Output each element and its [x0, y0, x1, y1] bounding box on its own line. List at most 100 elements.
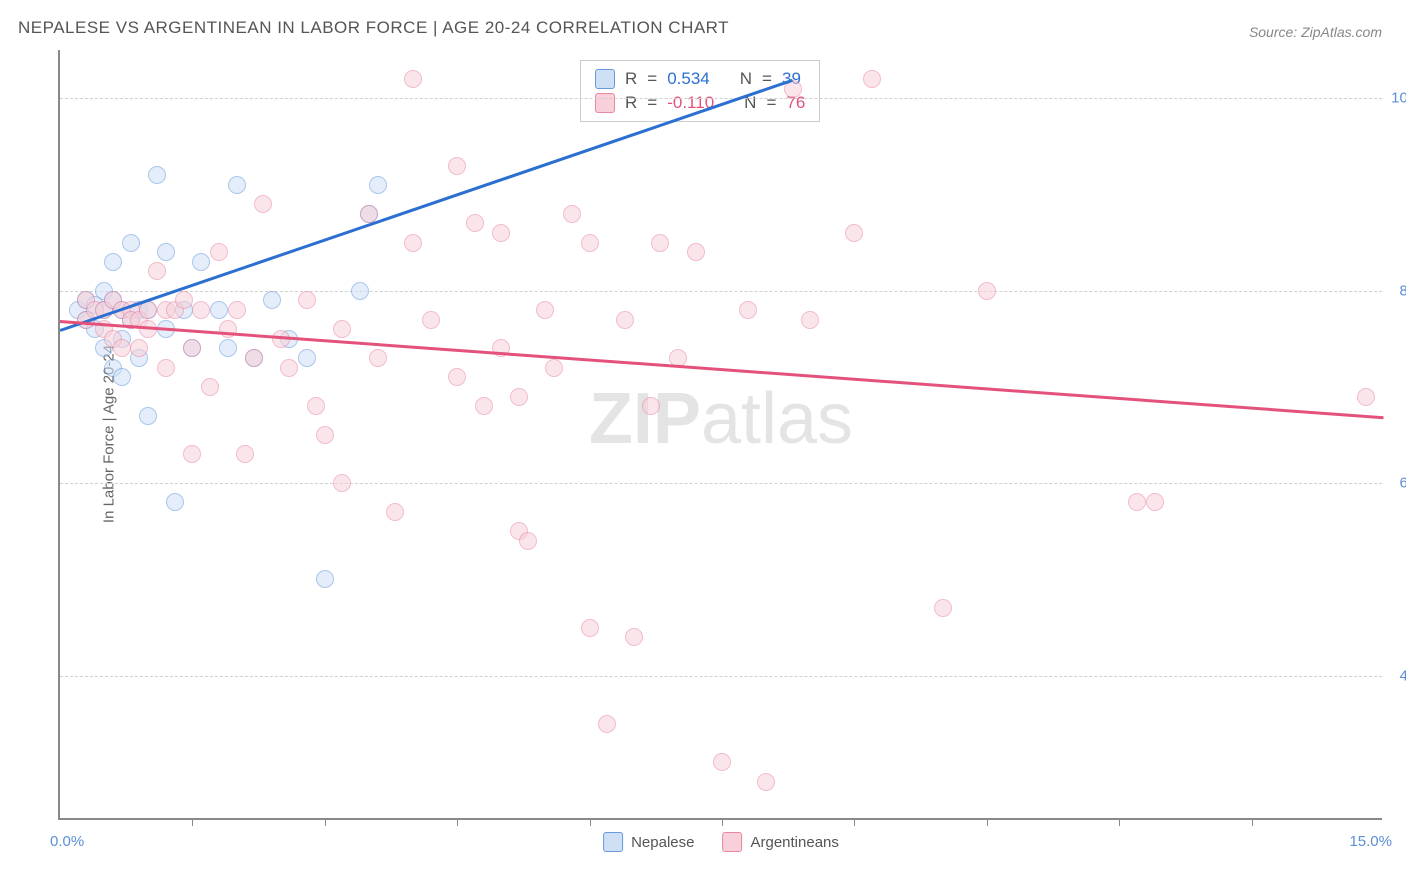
chart-container: NEPALESE VS ARGENTINEAN IN LABOR FORCE |… [0, 0, 1406, 892]
x-tick [192, 818, 193, 826]
x-tick [325, 818, 326, 826]
data-point [545, 359, 563, 377]
x-tick [854, 818, 855, 826]
x-tick [722, 818, 723, 826]
data-point [298, 291, 316, 309]
data-point [581, 234, 599, 252]
eq-label-3: = [647, 93, 657, 113]
plot-area: In Labor Force | Age 20-24 ZIPatlas 0.0%… [58, 50, 1382, 820]
data-point [148, 262, 166, 280]
data-point [448, 157, 466, 175]
data-point [298, 349, 316, 367]
x-axis-max-label: 15.0% [1349, 833, 1392, 850]
data-point [333, 474, 351, 492]
data-point [1128, 493, 1146, 511]
legend: Nepalese Argentineans [603, 832, 839, 852]
watermark-bold: ZIP [589, 379, 701, 459]
data-point [625, 628, 643, 646]
data-point [157, 243, 175, 261]
data-point [166, 493, 184, 511]
data-point [316, 570, 334, 588]
data-point [801, 311, 819, 329]
watermark: ZIPatlas [589, 378, 853, 460]
gridline [60, 676, 1382, 677]
r-value-nepalese: 0.534 [667, 69, 710, 89]
legend-label-argentineans: Argentineans [750, 834, 838, 851]
y-tick-label: 40.0% [1387, 667, 1406, 684]
data-point [201, 378, 219, 396]
data-point [183, 339, 201, 357]
r-label-2: R [625, 93, 637, 113]
gridline [60, 98, 1382, 99]
x-tick [1119, 818, 1120, 826]
data-point [219, 320, 237, 338]
data-point [369, 349, 387, 367]
x-tick [457, 818, 458, 826]
data-point [113, 339, 131, 357]
data-point [642, 397, 660, 415]
data-point [1146, 493, 1164, 511]
gridline [60, 483, 1382, 484]
data-point [316, 426, 334, 444]
y-tick-label: 100.0% [1387, 90, 1406, 107]
y-tick-label: 60.0% [1387, 475, 1406, 492]
data-point [369, 176, 387, 194]
chart-title: NEPALESE VS ARGENTINEAN IN LABOR FORCE |… [18, 18, 729, 38]
data-point [192, 301, 210, 319]
data-point [219, 339, 237, 357]
data-point [122, 234, 140, 252]
data-point [351, 282, 369, 300]
data-point [448, 368, 466, 386]
data-point [157, 359, 175, 377]
data-point [210, 301, 228, 319]
data-point [333, 320, 351, 338]
swatch-nepalese [595, 69, 615, 89]
data-point [536, 301, 554, 319]
data-point [263, 291, 281, 309]
data-point [510, 388, 528, 406]
watermark-rest: atlas [701, 379, 853, 459]
data-point [713, 753, 731, 771]
data-point [757, 773, 775, 791]
data-point [280, 359, 298, 377]
data-point [404, 234, 422, 252]
legend-item-nepalese: Nepalese [603, 832, 694, 852]
n-label: N [740, 69, 752, 89]
data-point [386, 503, 404, 521]
data-point [651, 234, 669, 252]
data-point [228, 301, 246, 319]
eq-label: = [647, 69, 657, 89]
r-label: R [625, 69, 637, 89]
data-point [687, 243, 705, 261]
data-point [1357, 388, 1375, 406]
x-tick [1252, 818, 1253, 826]
data-point [404, 70, 422, 88]
gridline [60, 291, 1382, 292]
source-label: Source: ZipAtlas.com [1249, 24, 1382, 40]
data-point [581, 619, 599, 637]
data-point [519, 532, 537, 550]
data-point [113, 368, 131, 386]
data-point [845, 224, 863, 242]
data-point [228, 176, 246, 194]
data-point [563, 205, 581, 223]
data-point [739, 301, 757, 319]
data-point [183, 445, 201, 463]
data-point [148, 166, 166, 184]
data-point [104, 253, 122, 271]
legend-swatch-nepalese [603, 832, 623, 852]
data-point [210, 243, 228, 261]
data-point [254, 195, 272, 213]
y-tick-label: 80.0% [1387, 282, 1406, 299]
trend-line [60, 79, 793, 332]
data-point [475, 397, 493, 415]
data-point [492, 224, 510, 242]
data-point [616, 311, 634, 329]
swatch-argentineans [595, 93, 615, 113]
data-point [978, 282, 996, 300]
legend-label-nepalese: Nepalese [631, 834, 694, 851]
data-point [307, 397, 325, 415]
data-point [175, 291, 193, 309]
data-point [192, 253, 210, 271]
data-point [139, 407, 157, 425]
